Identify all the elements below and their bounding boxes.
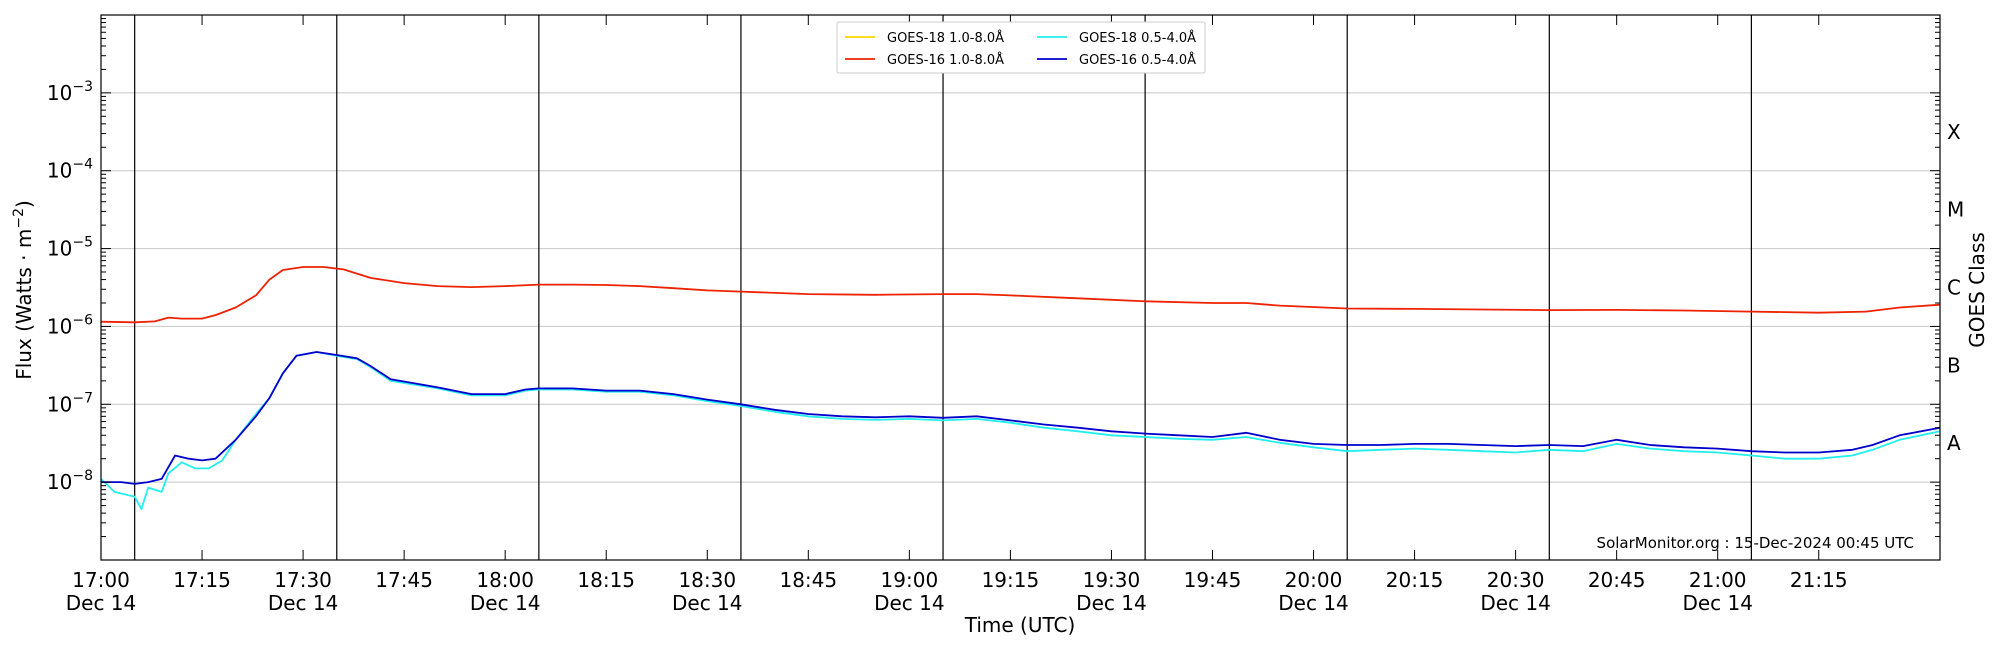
goes-class-label: C [1947, 276, 1961, 300]
x-date-label: Dec 14 [1682, 591, 1753, 615]
y-tick-labels: 10−8 10−7 10−6 10−5 10−4 10−3 [47, 79, 93, 494]
x-tick-label: 19:00 [881, 568, 939, 592]
x-axis-title: Time (UTC) [964, 613, 1076, 637]
x-tick-label: 20:00 [1285, 568, 1343, 592]
y-tick-label: 10−5 [47, 235, 93, 261]
x-date-label: Dec 14 [1278, 591, 1349, 615]
x-tick-label: 17:30 [274, 568, 332, 592]
horizontal-gridlines [101, 92, 1940, 483]
x-date-label: Dec 14 [1076, 591, 1147, 615]
y-tick-label: 10−4 [47, 157, 93, 183]
x-tick-label: 17:15 [173, 568, 231, 592]
y-tick-label: 10−3 [47, 79, 93, 105]
x-tick-label: 20:45 [1588, 568, 1646, 592]
y-axis-title: Flux (Watts · m−2) [11, 200, 36, 380]
x-tick-label: 20:15 [1386, 568, 1444, 592]
legend-box [836, 21, 1206, 74]
x-tick-label: 19:45 [1184, 568, 1242, 592]
flux-series [100, 266, 1941, 510]
right-axis-title: GOES Class [1965, 232, 1989, 348]
x-tick-label: 18:45 [779, 568, 837, 592]
credit-text: SolarMonitor.org : 15-Dec-2024 00:45 UTC [1597, 534, 1914, 552]
series-line [101, 351, 1941, 485]
x-tick-label: 21:15 [1790, 568, 1848, 592]
legend-label: GOES-16 1.0-8.0Å [887, 52, 1004, 68]
x-tick-label: 18:00 [476, 568, 534, 592]
x-tick-label: 18:15 [577, 568, 635, 592]
legend-label: GOES-16 0.5-4.0Å [1079, 52, 1196, 68]
goes-class-labels: A B C M X [1947, 120, 1964, 455]
series-line [100, 266, 1941, 324]
x-tick-label: 19:15 [982, 568, 1040, 592]
goes-class-label: X [1947, 120, 1961, 144]
goes-class-label: B [1947, 353, 1961, 377]
x-tick-label: 21:00 [1689, 568, 1747, 592]
legend-label: GOES-18 0.5-4.0Å [1079, 30, 1196, 46]
legend-label: GOES-18 1.0-8.0Å [887, 30, 1004, 46]
plot-frame [100, 14, 1941, 561]
y-tick-label: 10−8 [47, 468, 93, 494]
x-tick-label: 19:30 [1083, 568, 1141, 592]
y-tick-label: 10−7 [47, 390, 93, 416]
x-date-label: Dec 14 [1480, 591, 1551, 615]
x-tick-label: 20:30 [1487, 568, 1545, 592]
x-date-label: Dec 14 [268, 591, 339, 615]
legend: GOES-18 1.0-8.0Å GOES-18 0.5-4.0Å GOES-16 … [836, 21, 1206, 74]
x-tick-label: 17:00 [72, 568, 130, 592]
goes-class-label: A [1947, 431, 1961, 455]
x-tick-labels: 17:00 17:15 17:30 17:45 18:00 18:15 18:30 18:45… [66, 568, 1848, 615]
x-date-label: Dec 14 [672, 591, 743, 615]
axis-ticks [100, 15, 1940, 561]
x-tick-label: 18:30 [678, 568, 736, 592]
x-date-label: Dec 14 [470, 591, 541, 615]
x-date-label: Dec 14 [874, 591, 945, 615]
hour-vertical-lines [134, 15, 1752, 560]
goes-class-label: M [1947, 198, 1964, 222]
y-tick-label: 10−6 [47, 312, 93, 338]
x-tick-label: 17:45 [375, 568, 433, 592]
x-date-label: Dec 14 [66, 591, 137, 615]
